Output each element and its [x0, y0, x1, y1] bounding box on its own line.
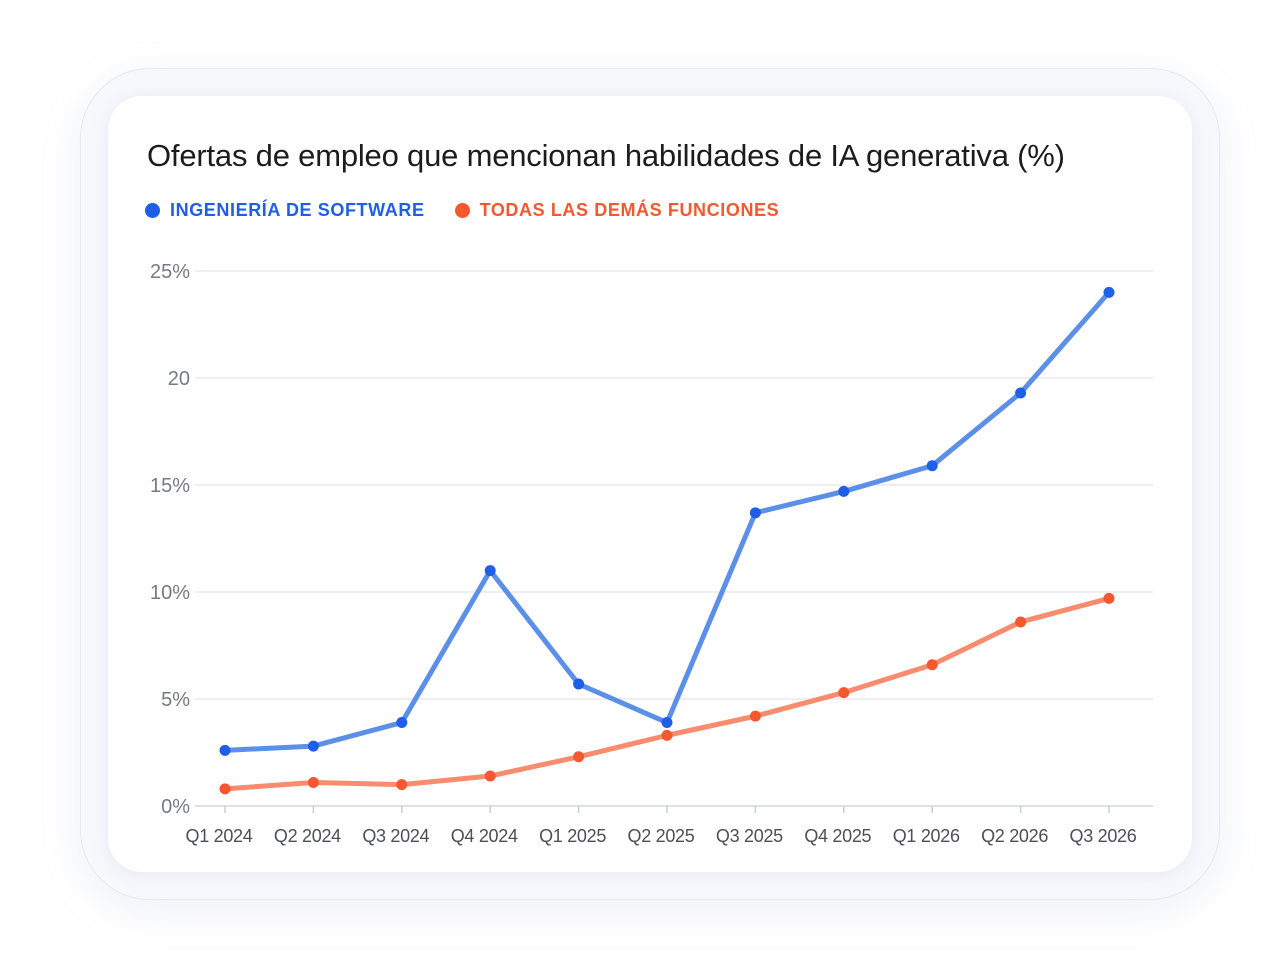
- legend-label-others: TODAS LAS DEMÁS FUNCIONES: [479, 200, 780, 220]
- x-tick-label: Q1 2026: [893, 826, 960, 846]
- data-point-others: [573, 751, 585, 763]
- data-point-others: [661, 729, 673, 741]
- x-tick-label: Q2 2025: [628, 826, 695, 846]
- y-tick-label: 15%: [150, 475, 190, 497]
- data-point-software: [749, 507, 761, 519]
- x-tick-label: Q3 2024: [362, 826, 429, 846]
- data-point-software: [926, 460, 938, 472]
- chart-card: [108, 96, 1192, 872]
- chart-legend: INGENIERÍA DE SOFTWARE TODAS LAS DEMÁS F…: [145, 200, 809, 221]
- data-point-software: [484, 565, 496, 577]
- series-line-software: [222, 289, 1112, 753]
- data-point-software: [396, 717, 408, 729]
- data-point-others: [1103, 592, 1115, 604]
- legend-item-software: INGENIERÍA DE SOFTWARE: [145, 200, 425, 221]
- data-point-software: [573, 678, 585, 690]
- data-point-others: [1015, 616, 1027, 628]
- chart-title: Ofertas de empleo que mencionan habilida…: [147, 138, 1065, 173]
- data-point-others: [219, 783, 231, 795]
- data-point-software: [307, 740, 319, 752]
- data-point-software: [1015, 387, 1027, 399]
- x-tick-label: Q1 2025: [539, 826, 606, 846]
- y-tick-label: 20: [168, 368, 190, 390]
- y-tick-label: 5%: [161, 689, 190, 711]
- series-line-others: [222, 595, 1112, 792]
- data-point-others: [484, 770, 496, 782]
- y-tick-label: 25%: [150, 261, 190, 283]
- x-tick-label: Q1 2024: [186, 826, 253, 846]
- data-point-others: [926, 659, 938, 671]
- data-point-software: [661, 717, 673, 729]
- x-tick-label: Q2 2024: [274, 826, 341, 846]
- x-tick-label: Q3 2025: [716, 826, 783, 846]
- legend-label-software: INGENIERÍA DE SOFTWARE: [170, 200, 425, 220]
- data-point-others: [749, 710, 761, 722]
- data-point-software: [219, 744, 231, 756]
- y-tick-label: 10%: [150, 582, 190, 604]
- x-tick-label: Q4 2025: [804, 826, 871, 846]
- data-point-others: [307, 776, 319, 788]
- x-tick-label: Q2 2026: [981, 826, 1048, 846]
- data-point-software: [1103, 286, 1115, 298]
- legend-item-others: TODAS LAS DEMÁS FUNCIONES: [454, 200, 780, 221]
- x-tick-label: Q4 2024: [451, 826, 518, 846]
- legend-dot-others: [454, 203, 470, 218]
- legend-dot-software: [145, 203, 160, 218]
- data-point-software: [838, 485, 850, 497]
- data-point-others: [838, 687, 850, 699]
- data-point-others: [396, 779, 408, 791]
- x-tick-label: Q3 2026: [1070, 826, 1137, 846]
- y-tick-label: 0%: [161, 796, 190, 818]
